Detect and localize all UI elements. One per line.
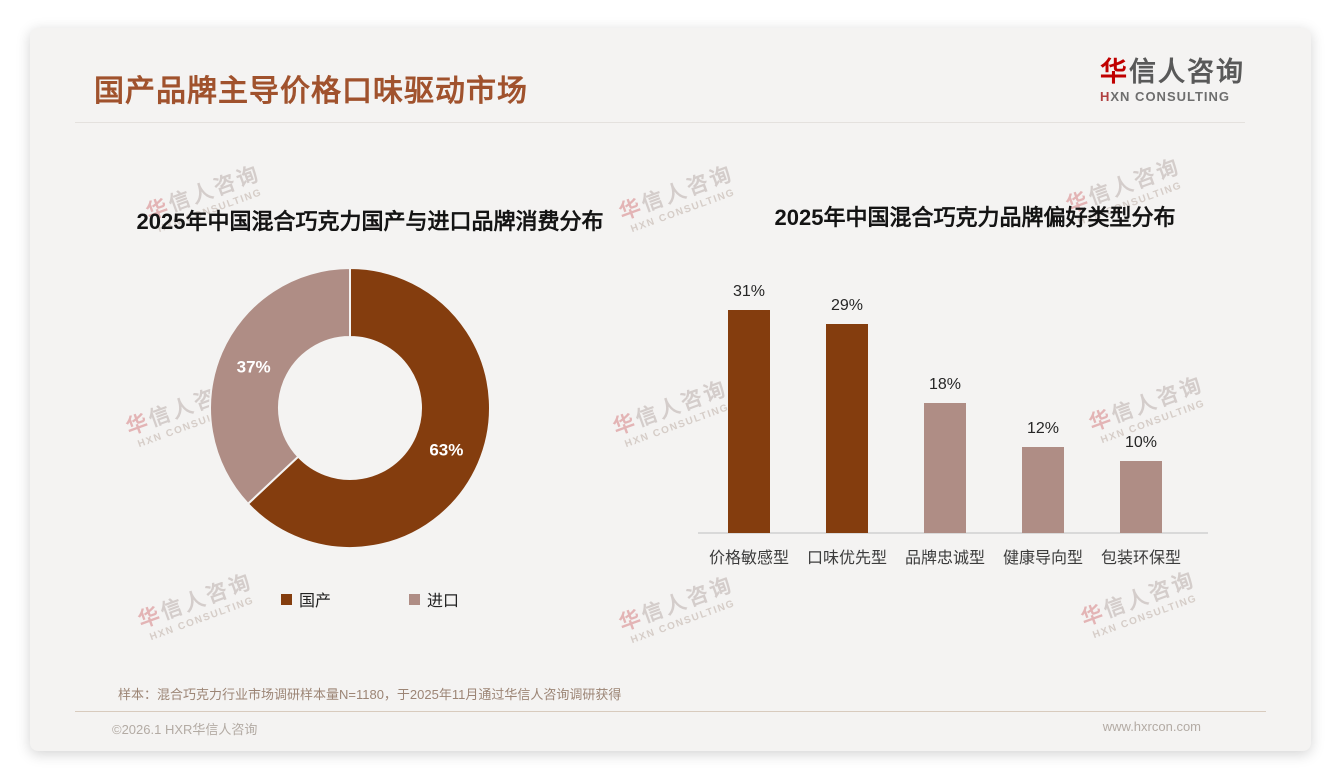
bar-价格敏感型 [728,310,770,533]
bar-品牌忠诚型 [924,403,966,533]
slide-title: 国产品牌主导价格口味驱动市场 [94,75,528,108]
legend-item-imported: 进口 [409,587,459,611]
legend-label-domestic: 国产 [298,593,331,610]
brand-watermark: 华信人咨询 HXN CONSULTING [609,372,736,452]
bar-健康导向型 [1022,447,1064,533]
footer-divider [75,711,1266,712]
bar-value-label: 10% [1124,434,1158,451]
bar-value-label: 18% [928,376,962,393]
bar-category-label: 价格敏感型 [708,550,789,567]
bar-category-label: 健康导向型 [1002,550,1083,567]
donut-data-label: 37% [237,357,271,376]
donut-chart: 63% 37% [209,266,491,549]
slide-card: 国产品牌主导价格口味驱动市场 华信人咨询 HXN CONSULTING 2025… [30,28,1311,751]
watermark-chinese: 华信人咨询 [1086,372,1207,436]
logo-en-rest: XN CONSULTING [1110,88,1231,104]
donut-segment-国产 [246,266,491,549]
bar-chart-title: 2025年中国混合巧克力品牌偏好类型分布 [774,205,1176,230]
footer-website: www.hxrcon.com [1102,719,1201,734]
legend-swatch-imported [409,593,420,605]
donut-segment-进口 [209,266,351,506]
bar-包装环保型 [1120,461,1162,533]
donut-chart-title: 2025年中国混合巧克力国产与进口品牌消费分布 [136,209,604,234]
watermark-english: HXN CONSULTING [623,402,731,451]
header-divider [75,122,1245,123]
logo-en-first: H [1100,88,1111,104]
bar-category-label: 包装环保型 [1100,550,1181,567]
logo-chinese-name: 华信人咨询 [1100,57,1245,88]
footer-copyright: ©2026.1 HXR华信人咨询 [112,722,258,737]
logo-zh-rest: 信人咨询 [1129,57,1245,87]
bar-口味优先型 [826,324,868,533]
sample-footnote: 样本：混合巧克力行业市场调研样本量N=1180，于2025年11月通过华信人咨询… [118,687,622,702]
donut-data-label: 63% [429,441,463,460]
logo-english-name: HXN CONSULTING [1100,89,1245,104]
watermark-chinese: 华信人咨询 [1078,567,1199,631]
company-logo: 华信人咨询 HXN CONSULTING [1100,57,1245,104]
bar-chart-axis-line [698,532,1208,534]
bar-category-label: 品牌忠诚型 [904,550,985,567]
legend-label-imported: 进口 [427,593,460,610]
watermark-english: HXN CONSULTING [1091,593,1199,642]
legend-item-domestic: 国产 [280,587,331,611]
bar-value-label: 12% [1026,420,1060,437]
bar-value-label: 31% [732,283,766,300]
bar-category-label: 口味优先型 [806,550,887,567]
brand-watermark: 华信人咨询 HXN CONSULTING [1077,563,1204,643]
watermark-chinese: 华信人咨询 [610,376,731,440]
logo-zh-first: 华 [1100,57,1129,87]
bar-value-label: 29% [830,297,864,314]
legend-swatch-domestic [280,593,292,605]
donut-legend: 国产 进口 [75,587,665,611]
